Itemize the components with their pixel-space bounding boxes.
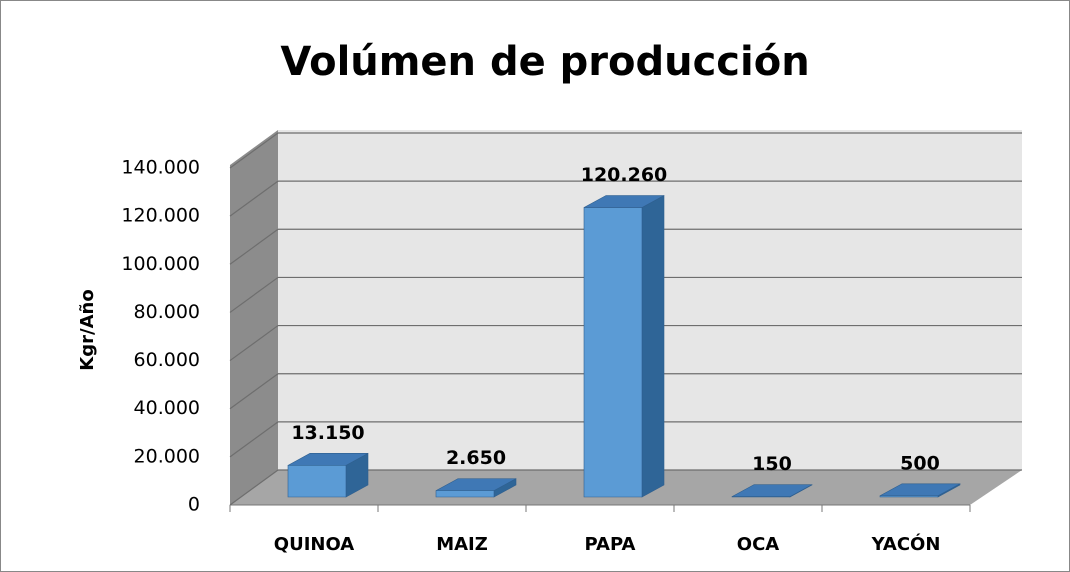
bar-side xyxy=(641,195,665,498)
x-tick-label: PAPA xyxy=(585,534,636,555)
bar xyxy=(879,483,961,498)
bar xyxy=(583,195,665,498)
grid-line xyxy=(229,228,279,265)
y-tick-label: 60.000 xyxy=(134,349,200,371)
y-tick-label: 80.000 xyxy=(134,301,200,323)
grid-line xyxy=(229,132,279,169)
y-tick-label: 120.000 xyxy=(121,205,200,227)
bar-front xyxy=(287,465,347,498)
x-tick-label: OCA xyxy=(737,534,780,555)
bar-front xyxy=(583,207,643,498)
bar xyxy=(435,478,517,498)
bar xyxy=(731,484,813,498)
grid-line xyxy=(229,421,279,458)
y-tick-label: 140.000 xyxy=(121,157,200,179)
value-label: 120.260 xyxy=(581,164,668,186)
bar-front xyxy=(879,495,939,498)
value-label: 500 xyxy=(900,452,940,474)
value-label: 2.650 xyxy=(446,447,506,469)
grid-line xyxy=(229,180,279,217)
grid-line xyxy=(229,325,279,362)
y-tick-label: 0 xyxy=(188,494,200,516)
side-wall xyxy=(230,130,278,505)
x-tick-label: YACÓN xyxy=(871,533,941,555)
y-tick-label: 40.000 xyxy=(134,397,200,419)
y-tick-label: 100.000 xyxy=(121,253,200,275)
grid-line xyxy=(229,469,279,506)
value-label: 13.150 xyxy=(291,422,364,444)
chart-title: Volúmen de producción xyxy=(280,39,809,85)
bar xyxy=(287,452,369,498)
x-tick-label: QUINOA xyxy=(274,534,354,555)
bar-front xyxy=(435,490,495,498)
grid-line xyxy=(229,276,279,313)
y-axis-label: Kgr/Año xyxy=(77,289,98,370)
value-label: 150 xyxy=(752,453,792,475)
grid-line xyxy=(229,373,279,410)
y-tick-label: 20.000 xyxy=(134,445,200,467)
x-tick-label: MAIZ xyxy=(436,534,488,555)
